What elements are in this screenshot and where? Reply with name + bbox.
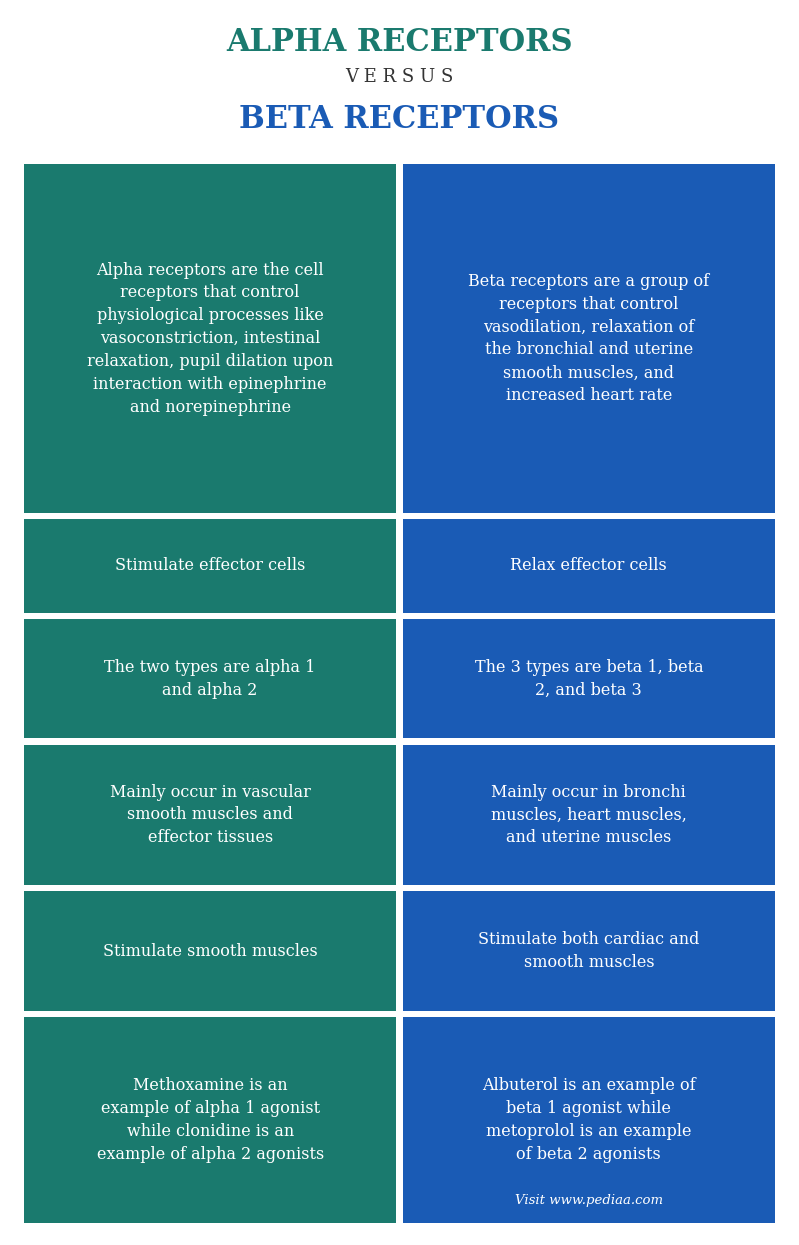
FancyBboxPatch shape [403,519,775,613]
FancyBboxPatch shape [24,891,396,1011]
Text: Stimulate effector cells: Stimulate effector cells [115,558,305,574]
FancyBboxPatch shape [24,745,396,885]
Text: The 3 types are beta 1, beta
2, and beta 3: The 3 types are beta 1, beta 2, and beta… [475,659,703,698]
FancyBboxPatch shape [403,1017,775,1223]
Text: Albuterol is an example of
beta 1 agonist while
metoprolol is an example
of beta: Albuterol is an example of beta 1 agonis… [482,1077,696,1163]
FancyBboxPatch shape [403,619,775,738]
Text: Mainly occur in bronchi
muscles, heart muscles,
and uterine muscles: Mainly occur in bronchi muscles, heart m… [491,783,687,847]
Text: Relax effector cells: Relax effector cells [511,558,667,574]
FancyBboxPatch shape [24,519,396,613]
FancyBboxPatch shape [24,1017,396,1223]
Text: Beta receptors are a group of
receptors that control
vasodilation, relaxation of: Beta receptors are a group of receptors … [468,273,710,405]
FancyBboxPatch shape [403,891,775,1011]
Text: Methoxamine is an
example of alpha 1 agonist
while clonidine is an
example of al: Methoxamine is an example of alpha 1 ago… [97,1077,324,1163]
FancyBboxPatch shape [403,745,775,885]
Text: Alpha receptors are the cell
receptors that control
physiological processes like: Alpha receptors are the cell receptors t… [87,261,333,416]
Text: Mainly occur in vascular
smooth muscles and
effector tissues: Mainly occur in vascular smooth muscles … [109,783,311,847]
Text: BETA RECEPTORS: BETA RECEPTORS [240,105,559,134]
Text: Stimulate both cardiac and
smooth muscles: Stimulate both cardiac and smooth muscle… [478,931,700,971]
FancyBboxPatch shape [24,164,396,513]
FancyBboxPatch shape [24,619,396,738]
Text: Visit www.pediaa.com: Visit www.pediaa.com [515,1194,663,1206]
Text: The two types are alpha 1
and alpha 2: The two types are alpha 1 and alpha 2 [105,659,316,698]
Text: V E R S U S: V E R S U S [345,68,454,86]
Text: ALPHA RECEPTORS: ALPHA RECEPTORS [226,27,573,57]
Text: Stimulate smooth muscles: Stimulate smooth muscles [103,942,317,960]
FancyBboxPatch shape [403,164,775,513]
